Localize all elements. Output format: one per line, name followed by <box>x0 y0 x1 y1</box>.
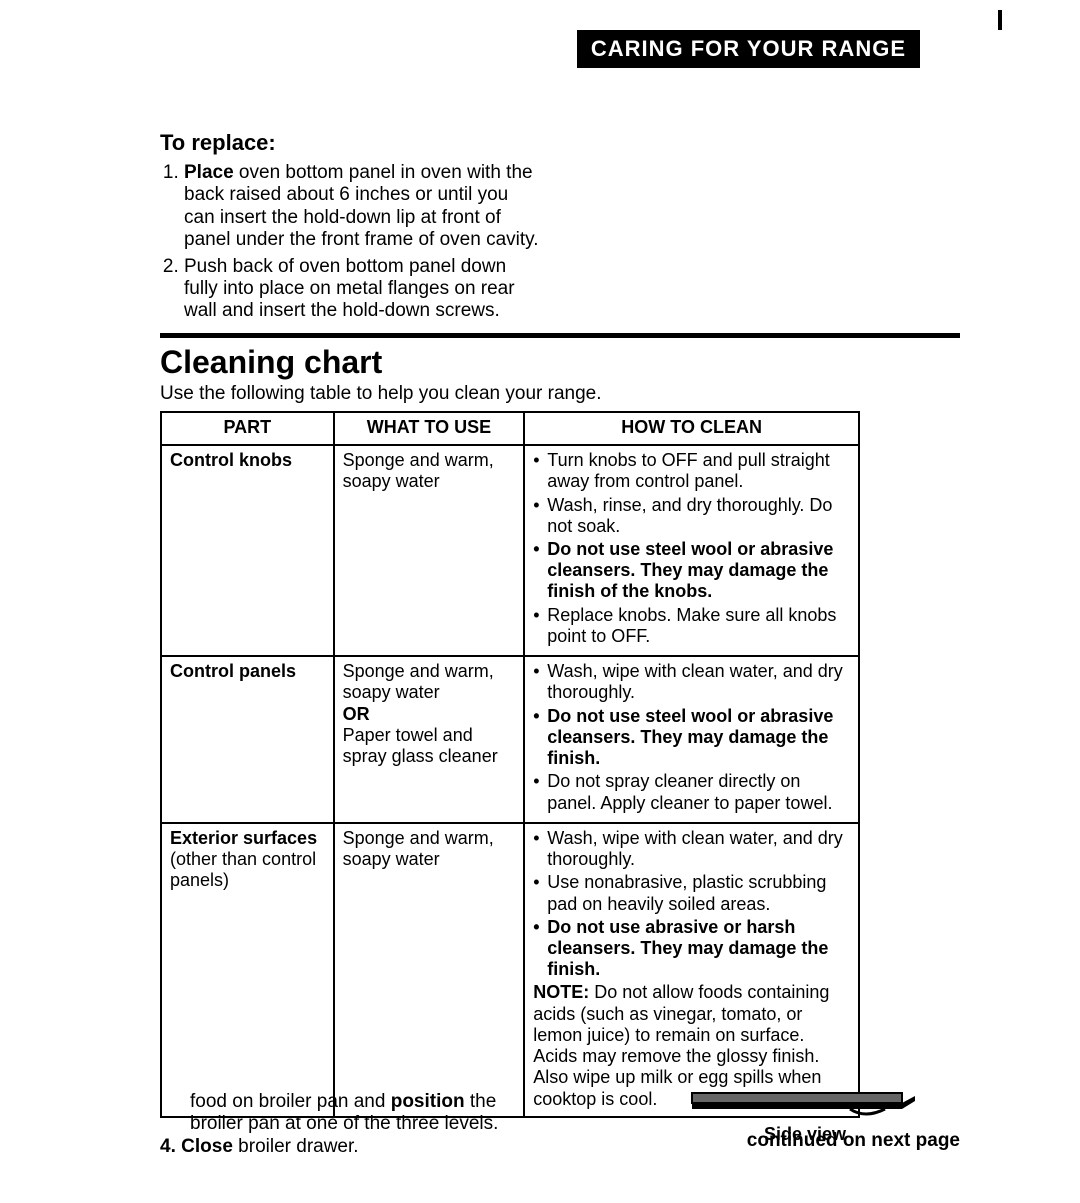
cleaning-table: PART WHAT TO USE HOW TO CLEAN Control kn… <box>160 411 860 1118</box>
cell-use: Sponge and warm, soapy water <box>334 445 525 656</box>
col-how: HOW TO CLEAN <box>524 412 859 445</box>
how-bullet: Do not use steel wool or abrasive cleans… <box>533 539 850 603</box>
footer-line2-bold: Close <box>181 1136 233 1157</box>
cell-use: Sponge and warm, soapy water <box>334 823 525 1117</box>
sideview-diagram: Side view <box>690 1091 920 1145</box>
col-part: PART <box>161 412 334 445</box>
footer-area: food on broiler pan and position the bro… <box>160 1091 920 1158</box>
footer-line1-pre: food on broiler pan and <box>190 1091 391 1112</box>
table-row: Control knobsSponge and warm, soapy wate… <box>161 445 859 656</box>
sideview-icon <box>690 1091 920 1121</box>
how-bullet: Wash, wipe with clean water, and dry tho… <box>533 661 850 703</box>
section-header: CARING FOR YOUR RANGE <box>577 30 920 68</box>
how-bullet: Wash, rinse, and dry thoroughly. Do not … <box>533 495 850 537</box>
cell-part: Exterior surfaces(other than control pan… <box>161 823 334 1117</box>
replace-item-2-text: Push back of oven bottom panel down full… <box>184 256 515 322</box>
how-bullet: Use nonabrasive, plastic scrubbing pad o… <box>533 872 850 914</box>
cell-how: Wash, wipe with clean water, and dry tho… <box>524 823 859 1117</box>
how-bullet: Do not use abrasive or harsh cleansers. … <box>533 917 850 981</box>
replace-item-1-text: oven bottom panel in oven with the back … <box>184 162 539 250</box>
cell-part: Control panels <box>161 656 334 823</box>
cell-use: Sponge and warm, soapy waterORPaper towe… <box>334 656 525 823</box>
footer-line2-rest: broiler drawer. <box>233 1136 359 1157</box>
page-edge-mark <box>998 10 1002 30</box>
cleaning-chart-heading: Cleaning chart <box>160 344 960 381</box>
how-bullet: Wash, wipe with clean water, and dry tho… <box>533 828 850 870</box>
footer-line2-num: 4. <box>160 1136 176 1157</box>
how-bullet: Do not use steel wool or abrasive cleans… <box>533 706 850 770</box>
cleaning-chart-sub: Use the following table to help you clea… <box>160 383 960 405</box>
replace-heading: To replace: <box>160 130 960 156</box>
footer-line1-bold: position <box>391 1091 465 1112</box>
cell-how: Wash, wipe with clean water, and dry tho… <box>524 656 859 823</box>
replace-item-2: Push back of oven bottom panel down full… <box>184 256 544 323</box>
how-bullet: Turn knobs to OFF and pull straight away… <box>533 450 850 492</box>
replace-list: Place oven bottom panel in oven with the… <box>160 162 544 323</box>
cell-part: Control knobs <box>161 445 334 656</box>
table-row: Exterior surfaces(other than control pan… <box>161 823 859 1117</box>
cell-how: Turn knobs to OFF and pull straight away… <box>524 445 859 656</box>
col-use: WHAT TO USE <box>334 412 525 445</box>
sideview-label: Side view <box>690 1124 920 1145</box>
divider <box>160 333 960 338</box>
replace-item-1-lead: Place <box>184 162 234 183</box>
replace-item-1: Place oven bottom panel in oven with the… <box>184 162 544 252</box>
table-row: Control panelsSponge and warm, soapy wat… <box>161 656 859 823</box>
how-bullet: Do not spray cleaner directly on panel. … <box>533 771 850 813</box>
footer-text: food on broiler pan and position the bro… <box>160 1091 510 1158</box>
how-bullet: Replace knobs. Make sure all knobs point… <box>533 605 850 647</box>
